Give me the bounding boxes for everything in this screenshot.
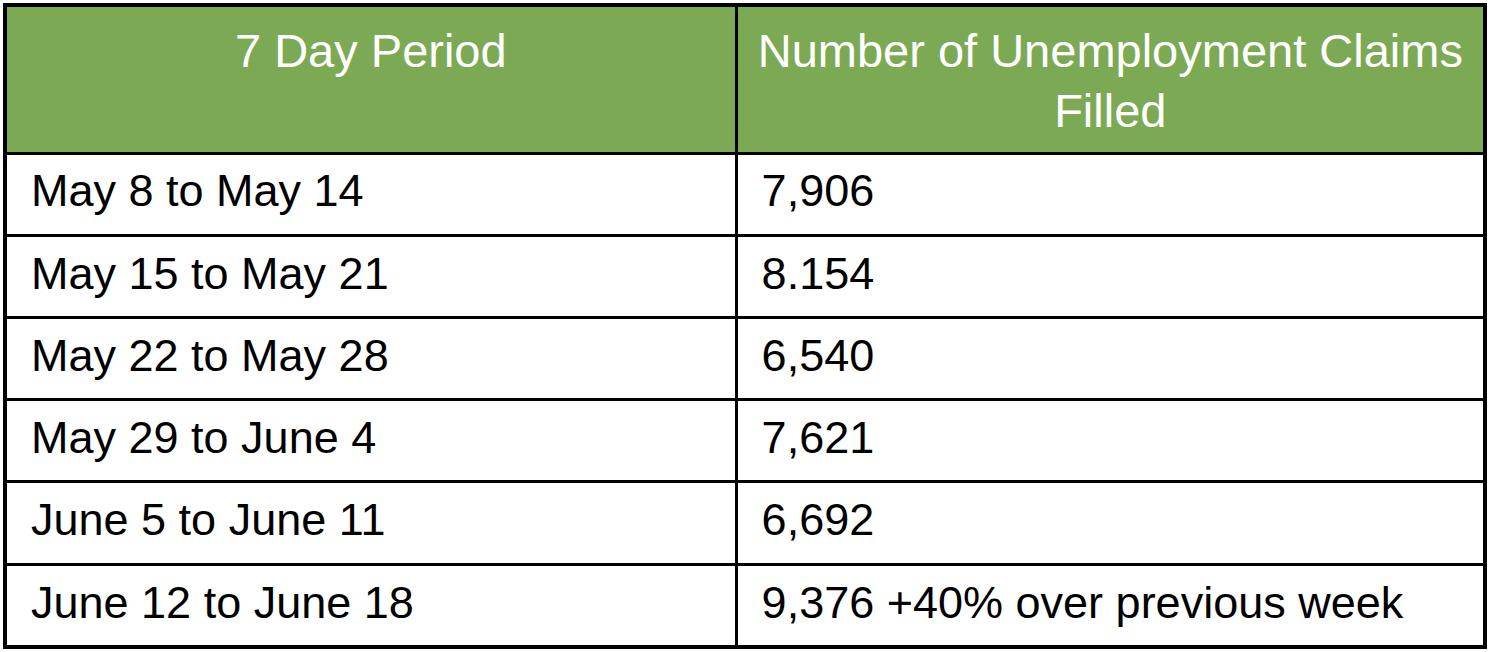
table-row: June 12 to June 18 9,376 +40% over previ… — [5, 564, 1485, 647]
table-row: May 22 to May 28 6,540 — [5, 317, 1485, 399]
claims-cell: 6,692 — [736, 482, 1485, 564]
column-header-claims: Number of Unemployment Claims Filled — [736, 5, 1485, 153]
claims-cell: 8.154 — [736, 235, 1485, 317]
unemployment-claims-table: 7 Day Period Number of Unemployment Clai… — [3, 3, 1487, 649]
claims-cell: 7,906 — [736, 153, 1485, 235]
claims-cell: 9,376 +40% over previous week — [736, 564, 1485, 647]
period-cell: May 29 to June 4 — [5, 400, 736, 482]
header-row: 7 Day Period Number of Unemployment Clai… — [5, 5, 1485, 153]
table-row: May 15 to May 21 8.154 — [5, 235, 1485, 317]
claims-cell: 6,540 — [736, 317, 1485, 399]
period-cell: May 8 to May 14 — [5, 153, 736, 235]
period-cell: May 22 to May 28 — [5, 317, 736, 399]
table-row: May 29 to June 4 7,621 — [5, 400, 1485, 482]
period-cell: June 5 to June 11 — [5, 482, 736, 564]
claims-cell: 7,621 — [736, 400, 1485, 482]
period-cell: May 15 to May 21 — [5, 235, 736, 317]
column-header-period: 7 Day Period — [5, 5, 736, 153]
period-cell: June 12 to June 18 — [5, 564, 736, 647]
table-row: June 5 to June 11 6,692 — [5, 482, 1485, 564]
page: 7 Day Period Number of Unemployment Clai… — [0, 0, 1490, 652]
table-row: May 8 to May 14 7,906 — [5, 153, 1485, 235]
